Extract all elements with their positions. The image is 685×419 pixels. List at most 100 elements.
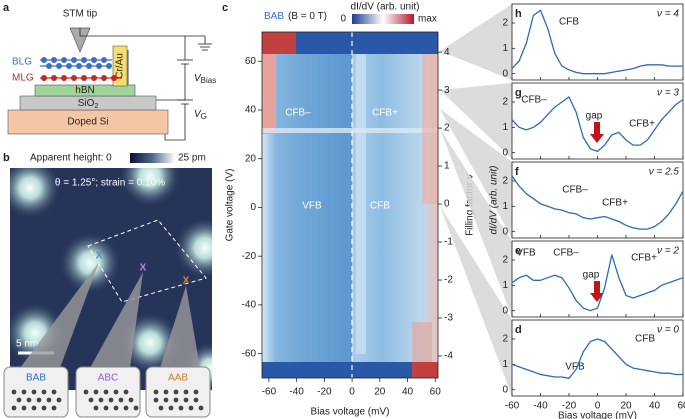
y-tick-label: 1 xyxy=(502,43,508,54)
x-tick-label: 40 xyxy=(402,387,414,398)
annotation: CFB+ xyxy=(372,108,398,119)
y-tick-label: 1 xyxy=(502,280,508,291)
subtitle: (B = 0 T) xyxy=(288,11,327,22)
y-tick-label: 60 xyxy=(245,56,257,67)
subscript: G xyxy=(201,112,207,121)
annotation: CFB+ xyxy=(631,253,657,264)
x-tick-label: 0 xyxy=(595,401,601,412)
y-tick-label: 2 xyxy=(502,176,508,187)
y-tick-label: 0 xyxy=(502,226,508,237)
nu-label: ν = 3 xyxy=(657,88,679,99)
substrate-label: Doped Si xyxy=(67,117,108,128)
panel-label: d xyxy=(515,324,522,336)
nu-label: ν = 0 xyxy=(657,325,679,336)
y-axis-label: Gate voltage (V) xyxy=(225,169,236,242)
spectrum-line xyxy=(511,338,683,379)
stm-tip-label: STM tip xyxy=(63,9,98,20)
heatmap-panel: c BAB (B = 0 T) dI/dV (arb. unit) 0 max C… xyxy=(222,2,476,418)
stacking-insets xyxy=(3,366,211,418)
annotation: CFB– xyxy=(285,108,311,119)
topography: b Apparent height: 0 25 pm θ = 1.25°; st… xyxy=(3,152,212,418)
panel-label: c xyxy=(222,2,228,14)
y2-tick-label: 0 xyxy=(444,199,450,210)
symbol: V xyxy=(194,73,202,84)
title: BAB xyxy=(264,11,284,22)
annotation: gap xyxy=(583,270,600,281)
annotation: CFB+ xyxy=(602,198,628,209)
annotation: CFB xyxy=(559,17,579,28)
x-tick-label: 20 xyxy=(374,387,386,398)
sio2-label: SiO2 xyxy=(78,98,99,110)
y2-tick-label: 4 xyxy=(444,47,450,58)
y-axis-label: dI/dV (arb. unit) xyxy=(489,166,500,235)
blg-label: BLG xyxy=(12,57,32,68)
heatmap-image xyxy=(262,32,438,378)
nu-label: ν = 4 xyxy=(657,9,679,20)
y-tick-label: -40 xyxy=(242,300,257,311)
y-tick-label: 0 xyxy=(502,305,508,316)
y-tick-label: 0 xyxy=(502,68,508,79)
chart-title: BAB (B = 0 T) xyxy=(264,11,327,22)
y2-tick-label: -4 xyxy=(444,351,453,362)
panel-label: b xyxy=(3,152,10,164)
text: SiO xyxy=(78,98,95,109)
x-tick-label: 20 xyxy=(620,401,632,412)
annotation: gap xyxy=(586,111,603,122)
mlg-label: MLG xyxy=(12,73,34,84)
symbol: V xyxy=(194,109,202,120)
y2-tick-label: -1 xyxy=(444,237,453,248)
annotation: VFB xyxy=(565,362,585,373)
spectrum-line xyxy=(511,175,684,230)
spectrum-line xyxy=(511,254,684,312)
subscript: Bias xyxy=(201,76,217,85)
colorbar xyxy=(130,153,175,163)
colorbar-label: dI/dV (arb. unit) xyxy=(351,2,420,13)
x-axis-label: Bias voltage (mV) xyxy=(558,411,637,419)
electrode xyxy=(112,45,128,87)
y-tick-label: -20 xyxy=(242,251,257,262)
wire xyxy=(127,50,186,101)
nu-label: ν = 2.5 xyxy=(649,167,680,178)
marker: X xyxy=(96,251,103,262)
panel-label: g xyxy=(515,87,522,99)
hbn-label: hBN xyxy=(75,85,94,96)
panel-label: e xyxy=(515,245,521,257)
annotation: CFB– xyxy=(521,95,547,106)
colorbar-tick: 0 xyxy=(340,14,346,25)
electrode-label: Cr/Au xyxy=(115,53,126,79)
stacking-label: BAB xyxy=(26,373,46,384)
annotation: θ = 1.25°; strain = 0.10% xyxy=(55,178,165,189)
panel-label: f xyxy=(515,166,519,178)
spectrum-line xyxy=(511,9,683,75)
stacking-label: AAB xyxy=(168,373,188,384)
hbn-layer xyxy=(34,84,136,97)
x-tick-label: 40 xyxy=(649,401,661,412)
y-tick-label: 2 xyxy=(502,255,508,266)
y-tick-label: 0 xyxy=(250,202,256,213)
y2-tick-label: 2 xyxy=(444,123,450,134)
scale-bar-label: 5 nm xyxy=(16,339,38,350)
y-tick-label: 40 xyxy=(245,105,257,116)
spectrum-line xyxy=(511,96,684,153)
marker: X xyxy=(140,263,147,274)
colorbar-max: 25 pm xyxy=(178,153,206,164)
nu-label: ν = 2 xyxy=(657,246,679,257)
y-tick-label: 2 xyxy=(502,97,508,108)
connector xyxy=(20,262,99,368)
x-tick-label: 60 xyxy=(677,401,685,412)
colorbar-tick: max xyxy=(418,14,437,25)
gap-arrow xyxy=(590,122,604,143)
v-bias-label: VBias xyxy=(194,73,216,85)
x-tick-label: -60 xyxy=(505,401,520,412)
connector xyxy=(160,286,200,368)
mlg-atoms xyxy=(40,75,122,81)
y-tick-label: 1 xyxy=(502,201,508,212)
panel-label: h xyxy=(515,8,522,20)
blg-atoms xyxy=(40,57,112,69)
spectra-annotations: CFB CFB– gap CFB+ CFB– CFB+ VFB CFB– gap… xyxy=(516,17,657,373)
y2-tick-label: -2 xyxy=(444,275,453,286)
connector xyxy=(90,272,143,368)
panel-label: a xyxy=(3,2,10,14)
x-tick-label: -20 xyxy=(317,387,332,398)
y-tick-label: 0 xyxy=(502,384,508,395)
